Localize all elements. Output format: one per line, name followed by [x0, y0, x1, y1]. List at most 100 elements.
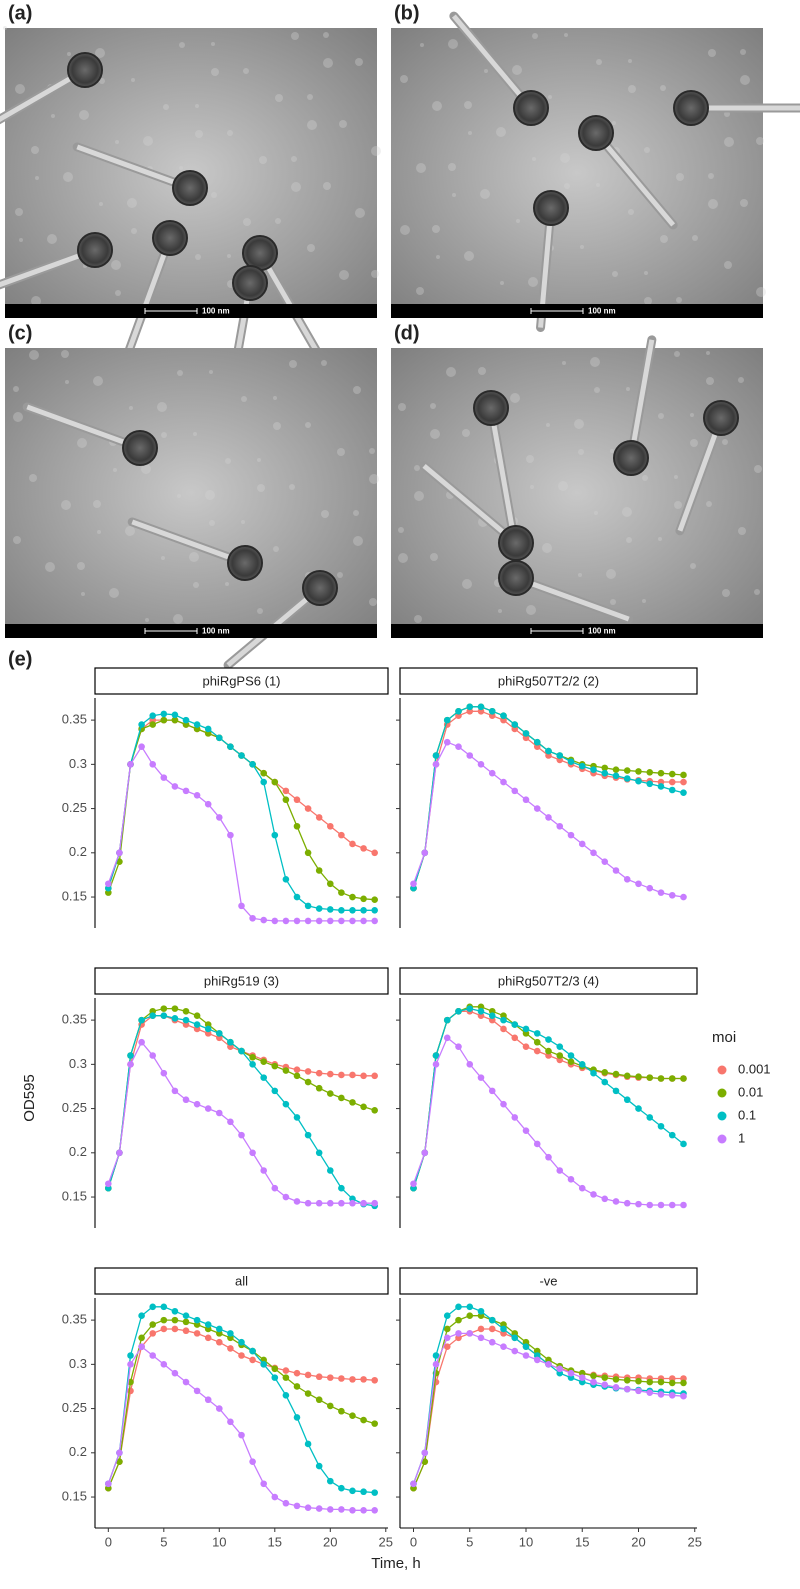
data-point — [466, 1303, 474, 1311]
data-point — [282, 1392, 290, 1399]
data-point — [149, 721, 157, 728]
micrograph-grain — [706, 377, 714, 385]
micrograph-grain — [275, 218, 281, 224]
data-point — [488, 707, 496, 715]
phage-head — [473, 390, 509, 426]
data-point — [556, 1052, 564, 1059]
data-point — [635, 880, 642, 888]
micrograph-grain — [323, 182, 331, 190]
data-point — [545, 1047, 552, 1055]
data-point — [315, 1396, 323, 1404]
legend-label: 0.1 — [738, 1107, 756, 1122]
data-point — [590, 1372, 597, 1380]
micrograph-grain — [708, 49, 716, 57]
micrograph-grain — [398, 527, 404, 533]
data-point — [260, 769, 267, 777]
data-point — [293, 1198, 301, 1205]
data-point — [127, 1052, 134, 1059]
data-point — [315, 1373, 323, 1381]
micrograph-grain — [257, 458, 261, 462]
micrograph-grain — [257, 608, 263, 614]
micrograph-grain — [225, 582, 229, 586]
data-point — [105, 1480, 112, 1488]
data-point — [590, 1069, 597, 1077]
micrograph-grain — [660, 235, 668, 243]
data-point — [360, 1416, 367, 1424]
phage-head — [578, 115, 614, 151]
micrograph-grain — [564, 183, 570, 189]
data-point — [271, 1365, 279, 1373]
y-tick-label: 0.15 — [62, 1188, 87, 1203]
micrograph-grain — [193, 582, 199, 588]
data-point — [338, 1184, 345, 1192]
y-tick-label: 0.2 — [69, 1444, 87, 1459]
micrograph-grain — [323, 32, 329, 38]
micrograph-grain — [19, 238, 23, 242]
micrograph-grain — [163, 104, 169, 110]
data-point — [227, 1345, 234, 1352]
data-point — [556, 752, 564, 759]
data-point — [601, 1381, 609, 1388]
phage-tail-core — [451, 14, 533, 110]
micrograph-grain — [558, 481, 568, 491]
micrograph-grain — [496, 127, 506, 137]
data-point — [138, 1312, 145, 1319]
data-point — [443, 1334, 451, 1342]
data-point — [623, 876, 631, 883]
micrograph-grain — [722, 439, 728, 445]
data-point — [556, 1365, 564, 1373]
micrograph-grain — [738, 527, 746, 535]
micrograph-grain — [596, 183, 600, 187]
data-point — [556, 1167, 564, 1174]
micrograph-grain — [626, 537, 632, 543]
data-point — [578, 1061, 586, 1068]
facet-strip — [94, 967, 389, 995]
phage-tail-core — [628, 339, 655, 459]
micrograph-grain — [464, 101, 472, 109]
micrograph-grain — [289, 484, 295, 490]
data-point — [260, 778, 267, 786]
series-line — [107, 1007, 375, 1189]
data-point — [182, 1378, 190, 1386]
legend-swatch — [717, 1111, 727, 1121]
data-point — [488, 769, 496, 777]
micrograph-grain — [129, 406, 133, 410]
phage-head — [703, 400, 739, 436]
data-point — [304, 1371, 312, 1379]
data-point — [326, 1199, 334, 1207]
data-point — [657, 1201, 665, 1209]
micrograph-grain — [179, 166, 183, 170]
x-tick-label: 5 — [466, 1534, 473, 1549]
data-point — [432, 1061, 440, 1068]
x-tick-label: 10 — [212, 1534, 226, 1549]
data-point — [500, 1016, 507, 1024]
micrograph-grain — [526, 605, 536, 615]
data-point — [646, 769, 654, 776]
data-point — [349, 1199, 356, 1207]
data-point — [149, 1052, 157, 1059]
micrograph-grain — [464, 251, 474, 261]
data-point — [105, 880, 112, 888]
micrograph-grain — [430, 403, 436, 409]
micrograph-grain — [225, 458, 231, 464]
data-point — [304, 1504, 312, 1511]
data-point — [635, 768, 642, 775]
micrograph-grain — [211, 42, 215, 46]
facet-strip — [94, 1267, 389, 1295]
y-tick-label: 0.2 — [69, 844, 87, 859]
micrograph-grain — [612, 121, 616, 125]
data-point — [138, 1343, 145, 1350]
data-point — [360, 1199, 367, 1207]
micrograph-grain — [157, 402, 167, 412]
data-point — [443, 738, 451, 746]
micrograph-grain — [273, 422, 281, 430]
data-point — [182, 1327, 190, 1335]
data-point — [326, 880, 334, 888]
data-point — [623, 775, 631, 782]
micrograph-grain — [516, 219, 520, 223]
micrograph-grain — [205, 490, 215, 500]
micrograph-grain — [109, 588, 119, 598]
data-point — [511, 1114, 519, 1121]
micrograph-grain — [371, 146, 381, 156]
data-point — [443, 1016, 451, 1024]
